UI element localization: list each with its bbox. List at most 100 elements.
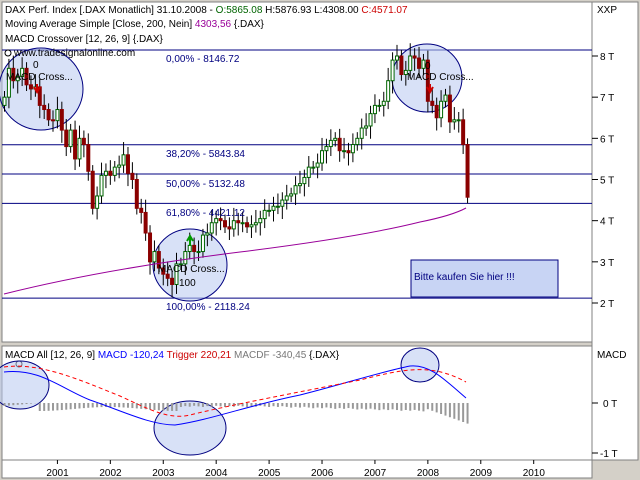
time-tick-label: 2008 <box>417 468 440 479</box>
histogram-bar <box>298 403 301 408</box>
candle-body <box>434 104 439 119</box>
candle-body <box>412 55 417 59</box>
candle-body <box>121 154 126 166</box>
candle-body <box>297 183 302 187</box>
annotation-text: Bitte kaufen Sie hier !!! <box>414 272 515 283</box>
histogram-bar <box>56 403 59 411</box>
candle-body <box>258 218 263 224</box>
time-tick-label: 2002 <box>99 468 122 479</box>
candle-body <box>20 67 25 78</box>
candle-body <box>125 154 130 174</box>
candle-body <box>333 137 338 141</box>
candle-body <box>342 150 347 153</box>
histogram-bar <box>426 403 429 410</box>
candle-body <box>236 220 241 224</box>
macd-tick-0: 0 T <box>603 399 617 410</box>
histogram-bar <box>171 403 174 411</box>
histogram-bar <box>65 403 68 410</box>
macd-signal-2-bottom: 100 <box>179 278 196 289</box>
price-axis-ticks: 8 T 7 T 6 T 5 T 4 T 3 T 2 T <box>592 52 614 310</box>
price-axis-strip <box>591 1 639 461</box>
histogram-bar <box>21 403 24 405</box>
macd-panel[interactable] <box>1 345 593 461</box>
histogram-bar <box>16 403 19 405</box>
fib-label-50: 50,00% - 5132.48 <box>166 179 245 190</box>
histogram-bar <box>325 403 328 408</box>
histogram-bar <box>201 403 204 407</box>
candle-body <box>372 104 377 115</box>
candle-body <box>430 100 435 106</box>
candle-body <box>346 150 351 154</box>
histogram-bar <box>413 403 416 410</box>
histogram-bar <box>43 403 46 411</box>
histogram-bar <box>118 403 121 408</box>
histogram-bar <box>276 403 279 407</box>
candle-body <box>200 234 205 253</box>
candle-body <box>302 176 307 185</box>
price-tick-label: 3 T <box>600 258 614 269</box>
histogram-bar <box>162 403 165 411</box>
candle-body <box>59 109 64 131</box>
candle-body <box>134 179 139 209</box>
candle-body <box>368 113 373 127</box>
macd-signal-3-top: 0 <box>425 61 431 72</box>
histogram-bar <box>294 403 297 407</box>
histogram-bar <box>135 403 138 409</box>
histogram-bar <box>38 403 41 411</box>
trigger-line <box>3 365 467 417</box>
candle-body <box>156 251 161 269</box>
histogram-bar <box>431 403 434 411</box>
histogram-bar <box>122 403 125 408</box>
fibonacci-lines <box>2 49 592 299</box>
candle-body <box>81 137 86 146</box>
candle-body <box>46 109 51 121</box>
price-tick-label: 6 T <box>600 134 614 145</box>
candle-body <box>306 166 311 178</box>
histogram-bar <box>215 403 218 406</box>
histogram-bar <box>12 403 15 406</box>
candle-body <box>452 119 457 123</box>
histogram-bar <box>179 403 182 407</box>
histogram-bar <box>100 403 103 408</box>
candle-body <box>377 104 382 107</box>
candle-body <box>227 226 232 230</box>
histogram-bar <box>387 403 390 411</box>
histogram-bar <box>373 403 376 410</box>
candle-body <box>399 55 404 76</box>
candle-body <box>408 55 413 71</box>
candle-body <box>390 59 395 82</box>
candle-body <box>152 251 157 263</box>
histogram-bar <box>290 403 293 408</box>
macd-tick-minus1: -1 T <box>600 449 618 460</box>
signal-circle <box>0 360 50 410</box>
candle-body <box>143 211 148 234</box>
histogram-bar <box>149 403 152 410</box>
candle-body <box>6 67 11 98</box>
histogram-bar <box>109 403 112 408</box>
candle-body <box>289 193 294 197</box>
histogram-bar <box>338 403 341 409</box>
time-tick-label: 2003 <box>152 468 175 479</box>
histogram-bar <box>418 403 421 411</box>
histogram-bar <box>409 403 412 411</box>
macd-line <box>3 365 467 426</box>
candle-body <box>165 273 170 279</box>
macd-signal-1-top: 0 <box>33 60 39 71</box>
histogram-bar <box>316 403 319 408</box>
histogram-bar <box>281 403 284 407</box>
candle-body <box>284 195 289 201</box>
histogram-bar <box>228 403 231 407</box>
histogram-bar <box>29 403 32 404</box>
histogram-bar <box>329 403 332 409</box>
annotation-box[interactable] <box>410 259 559 298</box>
candle-body <box>262 209 267 220</box>
candle-body <box>196 251 201 254</box>
macd-signal-1-bottom: MACD Cross... <box>6 72 73 83</box>
histogram-bar <box>466 403 469 424</box>
histogram-bar <box>360 403 363 409</box>
candle-body <box>205 232 210 236</box>
histogram-bar <box>3 403 6 406</box>
candle-body <box>359 127 364 139</box>
histogram-bar <box>307 403 310 408</box>
price-tick-label: 7 T <box>600 93 614 104</box>
